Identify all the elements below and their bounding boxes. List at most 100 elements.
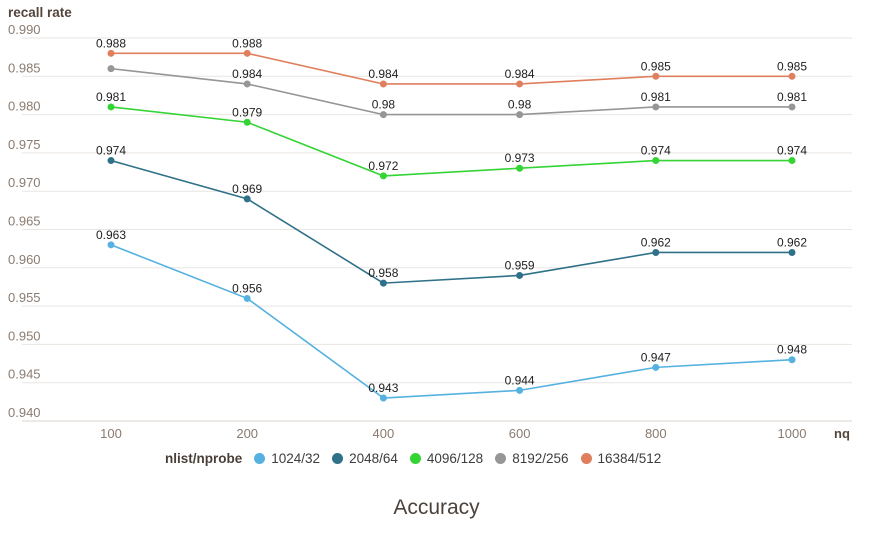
- data-point-8192/256-200[interactable]: [243, 80, 251, 88]
- series-line-16384/512[interactable]: [111, 52, 792, 85]
- series-line-8192/256[interactable]: [110, 67, 792, 116]
- data-point-2048/64-100[interactable]: [107, 157, 115, 165]
- data-point-4096/128-100[interactable]: [107, 103, 115, 111]
- data-point-2048/64-600[interactable]: [516, 271, 524, 279]
- data-label: 0.988: [232, 36, 262, 50]
- data-label: 0.956: [232, 281, 262, 295]
- y-axis-tick-label: 0.980: [8, 99, 41, 114]
- data-point-4096/128-1000[interactable]: [788, 157, 796, 165]
- data-label: 0.973: [505, 151, 535, 165]
- data-label: 0.962: [777, 235, 807, 249]
- data-point-2048/64-400[interactable]: [379, 279, 387, 287]
- data-label: 0.981: [777, 90, 807, 104]
- y-axis-tick-label: 0.950: [8, 328, 41, 343]
- data-label: 0.974: [96, 144, 126, 158]
- data-label: 0.974: [777, 144, 807, 158]
- data-point-16384/512-100[interactable]: [107, 49, 115, 57]
- data-label: 0.958: [368, 266, 398, 280]
- data-point-4096/128-800[interactable]: [652, 157, 660, 165]
- data-point-4096/128-400[interactable]: [379, 172, 387, 180]
- data-point-8192/256-100[interactable]: [107, 65, 115, 73]
- data-point-1024/32-600[interactable]: [516, 386, 524, 394]
- y-axis-tick-label: 0.965: [8, 214, 41, 229]
- data-label: 0.985: [641, 59, 671, 73]
- data-point-8192/256-800[interactable]: [652, 103, 660, 111]
- data-label: 0.974: [641, 144, 671, 158]
- legend-marker-icon: [332, 453, 344, 464]
- data-point-2048/64-1000[interactable]: [788, 248, 796, 256]
- data-label: 0.959: [505, 258, 535, 272]
- legend-item-4096-128[interactable]: 4096/128: [409, 451, 484, 466]
- data-label: 0.988: [96, 36, 126, 50]
- y-axis-tick-label: 0.985: [8, 60, 41, 75]
- x-axis-tick-label: 400: [373, 426, 395, 441]
- data-point-1024/32-200[interactable]: [243, 294, 251, 302]
- series-line-2048/64[interactable]: [110, 159, 792, 284]
- data-point-1024/32-1000[interactable]: [788, 356, 796, 364]
- data-point-16384/512-400[interactable]: [379, 80, 387, 88]
- data-label: 0.943: [368, 381, 398, 395]
- data-point-1024/32-400[interactable]: [379, 394, 387, 402]
- chart-title: Accuracy: [393, 496, 480, 519]
- data-point-8192/256-600[interactable]: [516, 111, 524, 119]
- data-label: 0.984: [505, 67, 535, 81]
- series-line-1024/32[interactable]: [110, 244, 793, 399]
- legend-item-1024-32[interactable]: 1024/32: [254, 451, 320, 466]
- data-label: 0.981: [641, 90, 671, 104]
- data-point-16384/512-1000[interactable]: [788, 72, 796, 80]
- data-point-4096/128-600[interactable]: [516, 164, 524, 172]
- y-axis-tick-label: 0.990: [8, 22, 41, 37]
- data-label: 0.963: [96, 228, 126, 242]
- legend-item-8192-256[interactable]: 8192/256: [495, 451, 569, 466]
- data-point-4096/128-200[interactable]: [243, 118, 251, 126]
- y-axis-tick-label: 0.975: [8, 137, 41, 152]
- data-point-2048/64-800[interactable]: [652, 248, 660, 256]
- plot-area: 0.990 0.985 0.980 0.975 0.970 0.965 0.960 0.955…: [8, 22, 852, 441]
- y-axis-tick-label: 0.945: [8, 367, 41, 382]
- data-label: 0.972: [368, 159, 398, 173]
- data-point-16384/512-800[interactable]: [652, 72, 660, 80]
- y-axis-tick-label: 0.970: [8, 175, 41, 190]
- data-label: 0.984: [232, 67, 262, 81]
- data-point-8192/256-1000[interactable]: [788, 103, 796, 111]
- legend-item-label: 16384/512: [597, 451, 662, 466]
- legend-marker-icon: [495, 453, 507, 464]
- data-label: 0.984: [368, 67, 398, 81]
- series-line-4096/128[interactable]: [110, 106, 792, 177]
- legend-item-label: 1024/32: [271, 451, 321, 466]
- data-label: 0.962: [641, 235, 671, 249]
- legend-marker-icon: [254, 453, 266, 464]
- data-label: 0.98: [508, 98, 532, 112]
- data-label: 0.969: [232, 182, 262, 196]
- y-axis-title: recall rate: [8, 5, 72, 20]
- data-label: 0.981: [96, 90, 126, 104]
- x-axis-tick-label: 600: [509, 426, 531, 441]
- legend-title: nlist/nprobe: [165, 451, 243, 466]
- data-label: 0.985: [777, 59, 807, 73]
- x-axis-title: nq: [834, 426, 850, 441]
- data-point-1024/32-800[interactable]: [652, 363, 660, 371]
- data-point-16384/512-200[interactable]: [243, 49, 251, 57]
- data-label: 0.979: [232, 105, 262, 119]
- data-label: 0.948: [777, 343, 807, 357]
- legend-item-label: 8192/256: [512, 451, 569, 466]
- legend-item-label: 2048/64: [349, 451, 398, 466]
- data-point-8192/256-400[interactable]: [379, 111, 387, 119]
- data-point-16384/512-600[interactable]: [516, 80, 524, 88]
- data-point-1024/32-100[interactable]: [107, 241, 115, 249]
- x-axis-tick-label: 100: [100, 426, 122, 441]
- legend: nlist/nprobe 1024/32 2048/64 4096/128 81…: [165, 451, 673, 466]
- y-axis-tick-label: 0.960: [8, 252, 41, 267]
- legend-item-16384-512[interactable]: 16384/512: [580, 451, 662, 466]
- x-axis-tick-label: 1000: [778, 426, 807, 441]
- legend-item-2048-64[interactable]: 2048/64: [332, 451, 398, 466]
- x-axis-tick-label: 800: [645, 426, 667, 441]
- data-label: 0.947: [641, 350, 671, 364]
- x-axis-tick-label: 200: [236, 426, 258, 441]
- y-axis-tick-label: 0.940: [8, 405, 41, 420]
- data-point-2048/64-200[interactable]: [243, 195, 251, 203]
- legend-marker-icon: [409, 453, 421, 464]
- legend-marker-icon: [580, 453, 592, 464]
- legend-item-label: 4096/128: [426, 451, 484, 466]
